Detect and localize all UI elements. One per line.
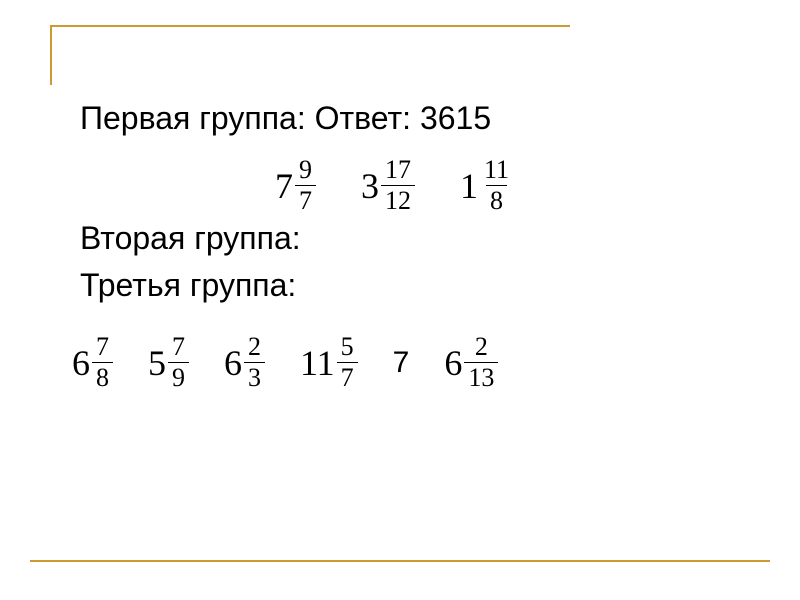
decorative-frame-bottom bbox=[30, 560, 770, 562]
fraction-part: 7 8 bbox=[92, 334, 113, 391]
fraction-denominator: 13 bbox=[464, 362, 498, 391]
mixed-fraction: 6 2 3 bbox=[224, 334, 265, 391]
fraction-denominator: 8 bbox=[486, 185, 507, 214]
fraction-denominator: 3 bbox=[244, 362, 265, 391]
group-1-prefix: Первая группа: bbox=[80, 100, 315, 136]
fraction-denominator: 8 bbox=[92, 362, 113, 391]
mixed-fraction: 1 11 8 bbox=[460, 157, 513, 214]
mixed-fraction: 11 5 7 bbox=[300, 334, 358, 391]
fraction-part: 17 12 bbox=[381, 157, 415, 214]
fraction-whole: 6 bbox=[224, 342, 242, 384]
decorative-frame-top bbox=[50, 25, 570, 85]
fraction-whole: 7 bbox=[275, 165, 293, 207]
fraction-whole: 1 bbox=[460, 165, 478, 207]
group-1-line: Первая группа: Ответ: 3615 bbox=[80, 100, 740, 137]
fraction-denominator: 12 bbox=[381, 185, 415, 214]
fraction-numerator: 17 bbox=[381, 157, 415, 185]
group-3-label: Третья группа: bbox=[80, 267, 740, 304]
fraction-denominator: 7 bbox=[295, 185, 316, 214]
fraction-part: 7 9 bbox=[168, 334, 189, 391]
answer-value: 3615 bbox=[420, 100, 491, 136]
fraction-numerator: 2 bbox=[471, 334, 492, 362]
fraction-whole: 11 bbox=[300, 342, 335, 384]
fraction-whole: 6 bbox=[444, 342, 462, 384]
mixed-fraction: 6 2 13 bbox=[444, 334, 498, 391]
fraction-numerator: 2 bbox=[244, 334, 265, 362]
fraction-numerator: 7 bbox=[92, 334, 113, 362]
fraction-numerator: 11 bbox=[480, 157, 513, 185]
plain-number: 7 bbox=[393, 346, 410, 380]
group-2-label: Вторая группа: bbox=[80, 220, 301, 257]
fraction-part: 5 7 bbox=[337, 334, 358, 391]
mixed-fraction: 5 7 9 bbox=[148, 334, 189, 391]
fraction-part: 11 8 bbox=[480, 157, 513, 214]
fraction-whole: 3 bbox=[361, 165, 379, 207]
fraction-part: 2 3 bbox=[244, 334, 265, 391]
fraction-denominator: 7 bbox=[337, 362, 358, 391]
fraction-numerator: 7 bbox=[168, 334, 189, 362]
fraction-numerator: 9 bbox=[295, 157, 316, 185]
group-2-fractions: 7 9 7 3 17 12 1 11 8 bbox=[275, 157, 513, 214]
group-3-fractions: 6 7 8 5 7 9 6 2 3 11 5 7 bbox=[72, 334, 740, 391]
fraction-part: 2 13 bbox=[464, 334, 498, 391]
fraction-whole: 5 bbox=[148, 342, 166, 384]
fraction-denominator: 9 bbox=[168, 362, 189, 391]
mixed-fraction: 7 9 7 bbox=[275, 157, 316, 214]
slide-content: Первая группа: Ответ: 3615 7 9 7 3 17 12… bbox=[80, 100, 740, 391]
answer-label: Ответ: bbox=[315, 100, 420, 136]
mixed-fraction: 6 7 8 bbox=[72, 334, 113, 391]
group-2-line: 7 9 7 3 17 12 1 11 8 Втора bbox=[80, 162, 740, 257]
fraction-numerator: 5 bbox=[337, 334, 358, 362]
mixed-fraction: 3 17 12 bbox=[361, 157, 415, 214]
fraction-whole: 6 bbox=[72, 342, 90, 384]
fraction-part: 9 7 bbox=[295, 157, 316, 214]
